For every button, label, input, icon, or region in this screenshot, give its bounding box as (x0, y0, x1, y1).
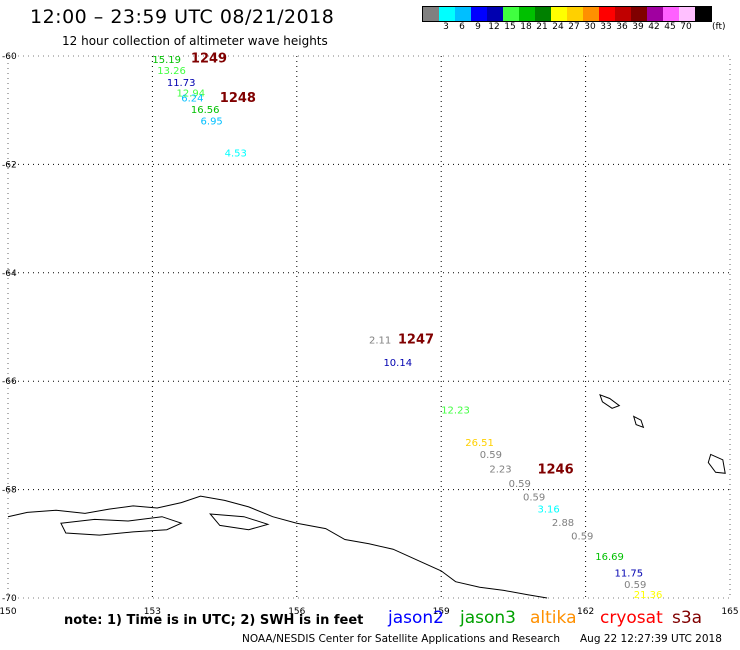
scale-label: 42 (648, 22, 660, 32)
map-frame (7, 55, 731, 599)
wave-height-label: 0.59 (523, 492, 545, 503)
scale-label: 9 (475, 22, 481, 32)
scale-swatch (519, 7, 535, 21)
pass-time-label: 1247 (398, 332, 434, 347)
lon-tick-label: 165 (721, 607, 738, 617)
satellite-label-cryosat: cryosat (600, 608, 663, 628)
coastline (7, 495, 548, 599)
wave-height-label: 12.94 (176, 89, 205, 100)
pass-time-label: 1248 (220, 91, 256, 106)
scale-label: 24 (552, 22, 564, 32)
wave-height-label: 4.53 (225, 148, 247, 159)
scale-swatch (439, 7, 455, 21)
coastline-inlet (209, 513, 270, 531)
scale-swatch (487, 7, 503, 21)
scale-label: 6 (459, 22, 465, 32)
scale-swatch (423, 7, 439, 21)
island-outline (599, 393, 621, 409)
lat-tick-label: -62 (2, 160, 17, 170)
satellite-label-jason2: jason2 (388, 608, 444, 628)
scale-label: 36 (616, 22, 628, 32)
lon-tick-label: 162 (577, 607, 594, 617)
scale-label: 30 (584, 22, 596, 32)
scale-label: 3 (443, 22, 449, 32)
wave-height-label: 15.19 (152, 55, 181, 66)
footer-note: note: 1) Time is in UTC; 2) SWH is in fe… (64, 613, 364, 628)
wave-height-label: 26.51 (465, 438, 494, 449)
scale-swatch (471, 7, 487, 21)
scale-swatch (663, 7, 679, 21)
wave-height-label: 0.59 (624, 580, 646, 591)
wave-height-color-scale (422, 6, 712, 22)
color-scale-labels: 3 6 9 12 15 18 21 24 27 30 33 36 39 42 45 70 (422, 22, 740, 36)
satellite-label-altika: altika (530, 608, 577, 628)
page-title: 12:00 – 23:59 UTC 08/21/2018 (30, 6, 335, 28)
scale-swatch (583, 7, 599, 21)
wave-height-label: 21.36 (634, 590, 663, 601)
scale-swatch (535, 7, 551, 21)
lon-tick-label: 159 (433, 607, 450, 617)
page-subtitle: 12 hour collection of altimeter wave hei… (62, 34, 328, 48)
wave-height-label: 3.16 (537, 504, 559, 515)
scale-swatch (455, 7, 471, 21)
wave-height-label: 6.95 (201, 116, 223, 127)
wave-height-label: 0.59 (480, 450, 502, 461)
wave-height-label: 2.11 (369, 335, 391, 346)
scale-label: 27 (568, 22, 580, 32)
wave-height-label: 2.88 (552, 518, 574, 529)
lat-tick-label: -60 (2, 52, 17, 62)
scale-swatch (647, 7, 663, 21)
scale-swatch (679, 7, 695, 21)
scale-label: 39 (632, 22, 644, 32)
island-outline (707, 453, 726, 474)
wave-height-label: 2.23 (489, 464, 511, 475)
scale-label: 21 (536, 22, 548, 32)
island-outline (632, 415, 645, 429)
wave-height-label: 0.59 (571, 531, 593, 542)
scale-swatch (615, 7, 631, 21)
wave-height-label: 11.73 (167, 78, 196, 89)
lat-tick-label: -68 (2, 486, 17, 496)
wave-height-label: 0.59 (509, 479, 531, 490)
lat-tick-label: -64 (2, 269, 17, 279)
color-scale-unit: (ft) (712, 22, 726, 32)
wave-height-label: 13.26 (157, 66, 186, 77)
coastline-inlet (60, 516, 183, 536)
scale-label: 33 (600, 22, 612, 32)
scale-swatch (599, 7, 615, 21)
scale-label: 15 (504, 22, 516, 32)
generation-timestamp: Aug 22 12:27:39 UTC 2018 (580, 633, 722, 645)
scale-swatch (503, 7, 519, 21)
lat-tick-label: -66 (2, 377, 17, 387)
pass-time-label: 1246 (537, 462, 573, 477)
scale-label: 45 (664, 22, 676, 32)
lat-tick-label: -70 (2, 594, 17, 604)
scale-swatch (631, 7, 647, 21)
wave-height-label: 11.75 (614, 568, 643, 579)
scale-swatch (567, 7, 583, 21)
pass-time-label: 1249 (191, 52, 227, 67)
wave-height-label: 10.14 (383, 358, 412, 369)
scale-swatch (695, 7, 711, 21)
scale-label: 18 (520, 22, 532, 32)
satellite-label-jason3: jason3 (460, 608, 516, 628)
wave-height-label: 6.24 (181, 94, 203, 105)
lon-tick-label: 150 (0, 607, 17, 617)
wave-height-label: 16.69 (595, 552, 624, 563)
scale-label: 12 (488, 22, 500, 32)
wave-height-label: 16.56 (191, 105, 220, 116)
wave-height-label: 12.23 (441, 406, 470, 417)
lon-tick-label: 153 (144, 607, 161, 617)
scale-label: 70 (680, 22, 692, 32)
credit-line: NOAA/NESDIS Center for Satellite Applica… (242, 633, 560, 645)
satellite-label-s3a: s3a (672, 608, 703, 628)
lon-tick-label: 156 (288, 607, 305, 617)
scale-swatch (551, 7, 567, 21)
